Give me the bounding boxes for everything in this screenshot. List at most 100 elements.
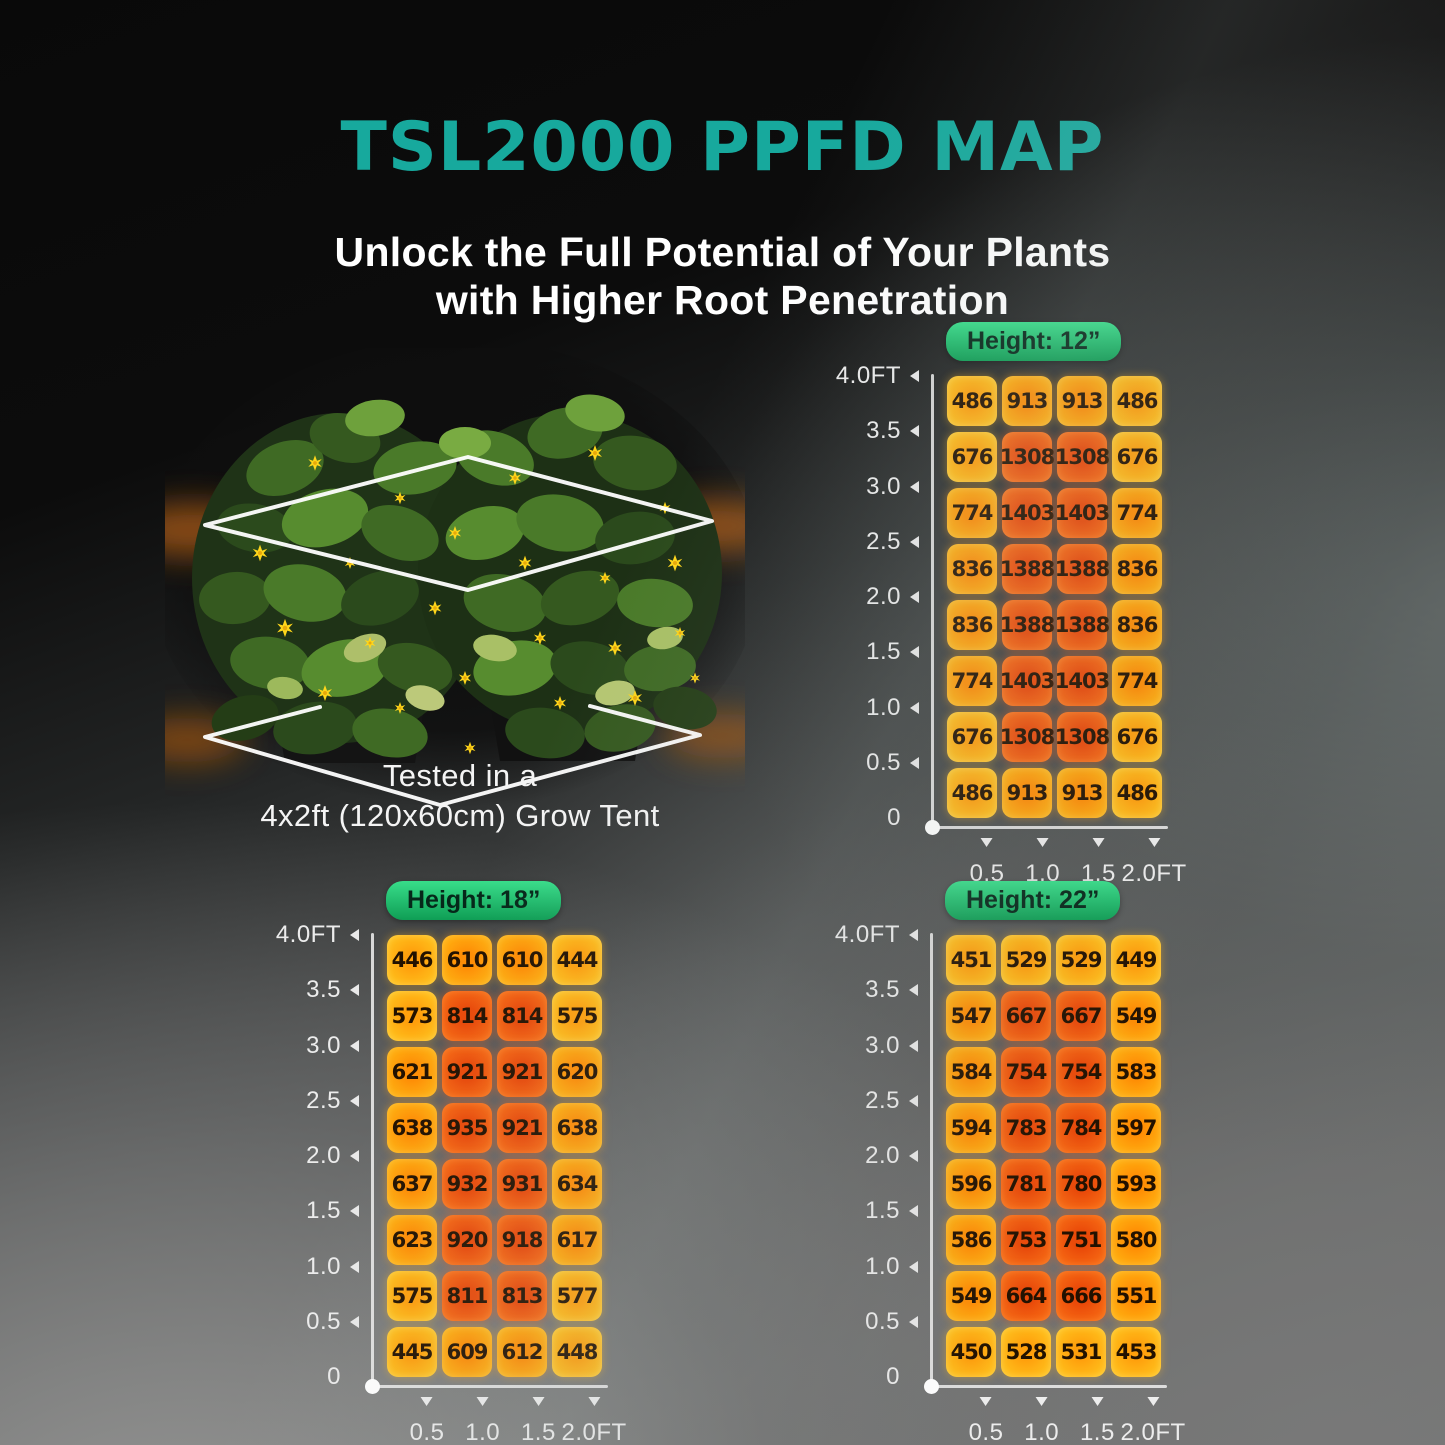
y-tick-label: 0: [886, 1363, 900, 1390]
ppfd-cell: 836: [947, 544, 997, 594]
ppfd-cell: 751: [1056, 1215, 1106, 1265]
subtitle-line-2: with Higher Root Penetration: [435, 277, 1010, 324]
ppfd-cell: 531: [1056, 1327, 1106, 1377]
ppfd-cell: 774: [947, 656, 997, 706]
ppfd-cell: 486: [1112, 376, 1162, 426]
tick-arrow-icon: [1035, 1397, 1048, 1406]
ppfd-cell: 1388: [1000, 544, 1055, 594]
tick-arrow-icon: [476, 1397, 489, 1406]
y-tick-label: 0.5: [866, 748, 901, 776]
x-axis-tick: 1.5: [1080, 1397, 1115, 1445]
ppfd-cell: 575: [387, 1271, 437, 1321]
y-axis-tick: 3.0: [866, 473, 919, 501]
y-axis-tick: 3.5: [865, 976, 918, 1004]
ppfd-cell: 529: [1001, 935, 1051, 985]
y-axis-tick: 0.5: [306, 1308, 359, 1336]
tick-arrow-icon: [350, 1315, 359, 1328]
ppfd-cell: 921: [442, 1047, 492, 1097]
x-axis-tick: 0.5: [410, 1397, 445, 1445]
tick-arrow-icon: [350, 1039, 359, 1052]
ppfd-cell: 549: [1111, 991, 1161, 1041]
tick-arrow-icon: [350, 1260, 359, 1273]
ppfd-cell: 774: [1112, 488, 1162, 538]
x-axis-tick: 1.5: [521, 1397, 556, 1445]
ppfd-cell: 753: [1001, 1215, 1051, 1265]
ppfd-cell: 621: [387, 1047, 437, 1097]
caption-line-1: Tested in a: [382, 758, 538, 793]
y-tick-label: 2.0: [306, 1142, 341, 1169]
ppfd-cell: 583: [1111, 1047, 1161, 1097]
x-tick-label: 1.5: [520, 1419, 556, 1445]
tick-arrow-icon: [909, 1039, 918, 1052]
y-axis-tick: 1.0: [866, 694, 919, 722]
x-tick-label: 1.0: [1024, 1419, 1060, 1445]
tick-arrow-icon: [350, 929, 359, 941]
ppfd-cell: 783: [1001, 1103, 1051, 1153]
ppfd-cell: 596: [946, 1159, 996, 1209]
page-title: TSL2000 PPFD MAP: [340, 108, 1105, 187]
tick-arrow-icon: [1092, 838, 1105, 847]
ppfd-grid-height-12in: Height: 12” 4.0FT 3.5 3.0 2.5 2.0 1.5 1.0 0.5 0 …: [826, 322, 1186, 887]
x-tick-label: 0.5: [409, 1419, 445, 1445]
ppfd-cell: 450: [946, 1327, 996, 1377]
y-tick-label: 1.0: [866, 693, 901, 721]
y-axis-tick: 3.0: [865, 1032, 918, 1060]
y-axis-tick: 2.5: [865, 1087, 918, 1115]
ppfd-cell: 577: [552, 1271, 602, 1321]
y-axis-tick: 3.0: [306, 1032, 359, 1060]
y-tick-label: 1.0: [865, 1252, 900, 1280]
tick-arrow-icon: [1147, 1397, 1160, 1406]
ppfd-cell: 529: [1056, 935, 1106, 985]
ppfd-cell: 486: [1112, 768, 1162, 818]
y-axis-tick: 4.0FT: [276, 921, 359, 949]
y-tick-label: 4.0FT: [834, 921, 900, 948]
heatmap-plot: 4.0FT 3.5 3.0 2.5 2.0 1.5 1.0 0.5 0 486 913 913 486…: [826, 362, 1186, 887]
ppfd-cells: 486 913 913 486 676 1308 1308 676 774 1403 1403 774…: [947, 376, 1162, 818]
ppfd-cell: 1403: [1000, 656, 1055, 706]
ppfd-cell: 667: [1001, 991, 1051, 1041]
plant-photo-art: [123, 338, 787, 808]
ppfd-cell: 913: [1002, 376, 1052, 426]
ppfd-cell: 811: [442, 1271, 492, 1321]
ppfd-cell: 528: [1001, 1327, 1051, 1377]
tick-arrow-icon: [981, 838, 993, 847]
tick-arrow-icon: [350, 984, 359, 997]
ppfd-cell: 1388: [1055, 544, 1110, 594]
ppfd-cell: 676: [947, 712, 997, 762]
y-tick-label: 4.0FT: [835, 362, 901, 389]
ppfd-cells: 451 529 529 449 547 667 667 549 584 754 754 583 594 7…: [946, 935, 1161, 1377]
x-axis-tick: 2.0FT: [1122, 838, 1187, 888]
y-axis-tick: 1.0: [865, 1253, 918, 1281]
tick-arrow-icon: [910, 701, 919, 714]
ppfd-cell: 445: [387, 1327, 437, 1377]
tick-arrow-icon: [350, 1094, 359, 1107]
ppfd-cell: 667: [1056, 991, 1106, 1041]
y-axis-tick: 3.5: [306, 976, 359, 1004]
y-tick-label: 3.0: [866, 472, 901, 500]
height-badge: Height: 22”: [945, 881, 1121, 920]
ppfd-cell: 913: [1057, 768, 1107, 818]
ppfd-cell: 617: [552, 1215, 602, 1265]
y-axis-tick: 1.5: [306, 1197, 359, 1225]
x-tick-label: 2.0FT: [1120, 1419, 1186, 1445]
ppfd-cell: 593: [1111, 1159, 1161, 1209]
x-tick-label: 1.0: [465, 1419, 501, 1445]
ppfd-cell: 931: [497, 1159, 547, 1209]
ppfd-cell: 932: [442, 1159, 492, 1209]
ppfd-cell: 664: [1001, 1271, 1051, 1321]
y-tick-label: 2.0: [865, 1142, 900, 1169]
y-tick-label: 2.0: [866, 583, 901, 610]
x-axis-tick: 2.0FT: [562, 1397, 627, 1445]
ppfd-grid-height-22in: Height: 22” 4.0FT 3.5 3.0 2.5 2.0 1.5 1.0 0.5 0 …: [825, 881, 1185, 1445]
y-tick-label: 1.5: [306, 1197, 341, 1225]
ppfd-cell: 638: [387, 1103, 437, 1153]
ppfd-cell: 935: [442, 1103, 492, 1153]
tick-arrow-icon: [910, 425, 919, 438]
ppfd-cell: 580: [1111, 1215, 1161, 1265]
ppfd-cell: 913: [1057, 376, 1107, 426]
tick-arrow-icon: [588, 1397, 601, 1406]
y-axis-tick: 1.5: [866, 638, 919, 666]
y-tick-label: 3.5: [306, 976, 341, 1004]
ppfd-cell: 620: [552, 1047, 602, 1097]
ppfd-cell: 623: [387, 1215, 437, 1265]
